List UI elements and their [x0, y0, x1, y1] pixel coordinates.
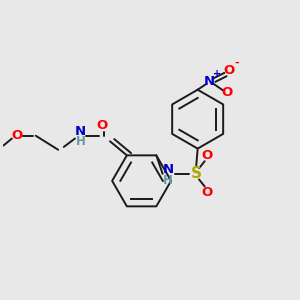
Text: O: O [221, 86, 233, 99]
Text: O: O [202, 149, 213, 162]
Text: N: N [203, 75, 214, 88]
Text: N: N [75, 125, 86, 138]
Text: S: S [191, 166, 202, 181]
Text: O: O [223, 64, 234, 76]
Text: +: + [213, 69, 221, 79]
Text: O: O [12, 129, 23, 142]
Text: H: H [163, 173, 173, 187]
Text: H: H [76, 135, 85, 148]
Text: N: N [163, 163, 174, 176]
Text: O: O [96, 119, 107, 132]
Text: O: O [202, 186, 213, 199]
Text: -: - [235, 58, 239, 68]
